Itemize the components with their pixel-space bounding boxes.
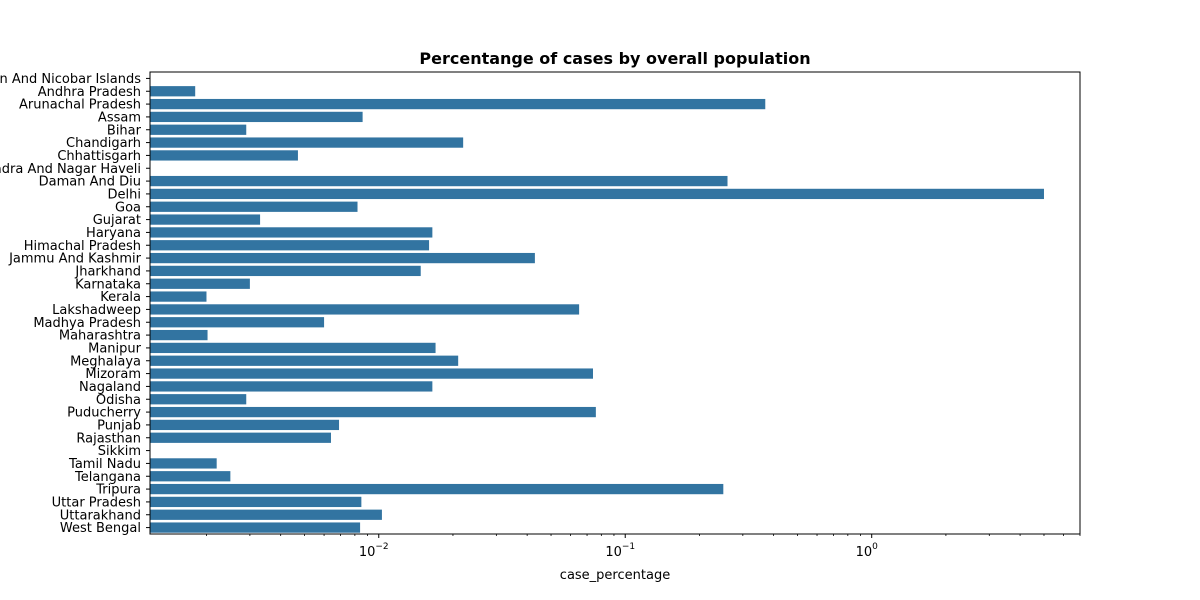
bar	[150, 522, 361, 533]
bar	[150, 265, 421, 277]
bar	[150, 175, 728, 187]
bar	[150, 509, 382, 520]
y-tick-label: Uttarakhand	[60, 508, 141, 523]
bar	[150, 329, 208, 341]
y-tick-label: Andhra Pradesh	[38, 85, 141, 100]
bar	[150, 137, 464, 148]
bar	[150, 252, 535, 264]
bar	[150, 317, 325, 328]
y-tick-label: Haryana	[86, 226, 141, 241]
y-tick-label: Telangana	[74, 470, 141, 485]
y-tick-marks	[146, 77, 150, 529]
y-tick-label: Meghalaya	[70, 354, 141, 369]
y-tick-label: Jammu And Kashmir	[8, 252, 142, 267]
y-tick-label: Karnataka	[75, 277, 141, 292]
y-tick-label: Gujarat	[93, 213, 141, 228]
bar	[150, 355, 459, 366]
y-tick-label: Rajasthan	[76, 431, 141, 446]
y-tick-label: Lakshadweep	[52, 303, 141, 318]
bar	[150, 342, 436, 354]
y-tick-label: Bihar	[107, 123, 142, 138]
y-tick-label: Maharashtra	[59, 329, 141, 344]
x-tick-label: 10−2	[359, 542, 389, 560]
y-tick-label: Sikkim	[98, 444, 141, 459]
x-tick-label: 100	[856, 542, 879, 560]
y-tick-label: Andaman And Nicobar Islands	[0, 72, 141, 87]
bar	[150, 278, 250, 289]
bar	[150, 394, 247, 405]
bar	[150, 483, 724, 495]
bar	[150, 291, 207, 302]
bar	[150, 86, 196, 97]
x-tick-label: 10−1	[605, 542, 635, 560]
y-tick-label: Uttar Pradesh	[52, 495, 141, 510]
y-tick-label: Delhi	[108, 187, 141, 202]
y-tick-label: Dadra And Nagar Haveli	[0, 162, 141, 177]
y-tick-label: Punjab	[97, 418, 141, 433]
bar	[150, 240, 430, 251]
y-tick-label: Odisha	[96, 393, 141, 408]
chart-title: Percentange of cases by overall populati…	[419, 49, 810, 68]
bar	[150, 111, 363, 123]
bar	[150, 496, 362, 508]
y-tick-label: Mizoram	[85, 367, 141, 382]
bar	[150, 227, 433, 238]
y-tick-label: Nagaland	[79, 380, 141, 395]
y-tick-label: Manipur	[88, 341, 142, 356]
bar	[150, 214, 261, 225]
bar	[150, 406, 596, 418]
bar	[150, 98, 766, 110]
y-tick-label: Assam	[98, 110, 141, 125]
y-tick-label: Chandigarh	[66, 136, 141, 151]
plot-frame	[149, 71, 1081, 535]
y-tick-label: Tamil Nadu	[68, 457, 141, 472]
bar	[150, 419, 340, 431]
bar	[150, 458, 217, 469]
x-axis-label: case_percentage	[560, 568, 670, 583]
y-tick-label: Daman And Diu	[39, 175, 141, 190]
y-tick-label: Kerala	[100, 290, 141, 305]
y-tick-label: West Bengal	[60, 521, 141, 536]
y-tick-label: Chhattisgarh	[57, 149, 141, 164]
bar	[150, 304, 580, 315]
bar	[150, 124, 247, 135]
bar	[150, 471, 231, 482]
bar	[150, 201, 358, 212]
bar	[150, 188, 1044, 200]
y-tick-label: Tripura	[95, 483, 141, 498]
y-tick-label: Arunachal Pradesh	[19, 98, 141, 113]
bars	[150, 86, 1044, 533]
y-tick-label: Madhya Pradesh	[33, 316, 141, 331]
bar	[150, 368, 594, 379]
bar	[150, 150, 298, 161]
y-tick-label: Puducherry	[67, 406, 141, 421]
y-tick-label: Jharkhand	[74, 264, 141, 279]
bar	[150, 432, 331, 443]
y-tick-label: Himachal Pradesh	[24, 239, 141, 254]
y-tick-label: Goa	[115, 200, 141, 215]
x-ticks: 10−2 10−1 100	[206, 534, 1081, 560]
bar	[150, 381, 433, 392]
